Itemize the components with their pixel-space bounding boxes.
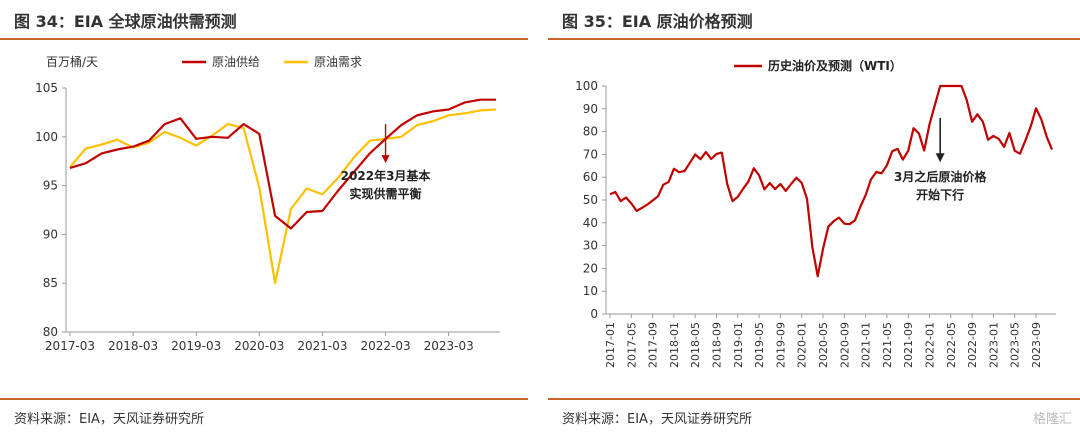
x-tick-label: 2018-05 — [689, 322, 702, 368]
x-tick-label: 2020-09 — [838, 322, 851, 368]
y-tick-label: 80 — [43, 325, 58, 339]
x-tick-label: 2019-01 — [732, 322, 745, 368]
supply-demand-chart: 百万桶/天 原油供给 原油需求 80 85 90 95 100 105 2017-03 2018-0… — [35, 54, 500, 353]
oil-price-chart: 历史油价及预测（WTI） 0 10 20 30 40 50 60 70 80 90 100 2017-0… — [575, 58, 1056, 368]
x-tick-label: 2022-01 — [924, 322, 937, 368]
y-tick-label: 90 — [583, 102, 598, 116]
x-tick-label: 2023-03 — [424, 339, 474, 353]
legend-label: 历史油价及预测（WTI） — [768, 58, 902, 73]
y-tick-label: 40 — [583, 216, 598, 230]
y-tick-label: 10 — [583, 284, 598, 298]
x-tick-label: 2018-01 — [668, 322, 681, 368]
x-tick-label: 2022-09 — [966, 322, 979, 368]
annotation-text: 实现供需平衡 — [350, 186, 422, 201]
annotation-arrow-head — [381, 155, 390, 164]
x-tick-label: 2017-01 — [604, 322, 617, 368]
annotation-text: 开始下行 — [916, 187, 964, 202]
y-tick-label: 30 — [583, 239, 598, 253]
y-tick-label: 100 — [35, 130, 58, 144]
x-tick-label: 2021-01 — [860, 322, 873, 368]
watermark: 格隆汇 — [1032, 412, 1072, 427]
x-tick-label: 2023-05 — [1009, 322, 1022, 368]
x-tick-label: 2018-03 — [108, 339, 158, 353]
y-tick-label: 95 — [43, 179, 58, 193]
y-tick-label: 70 — [583, 147, 598, 161]
chart-panel-left: 图 34：EIA 全球原油供需预测 百万桶/天 原油供给 原油需求 80 85 90 95 1… — [0, 0, 530, 436]
x-tick-label: 2020-03 — [234, 339, 284, 353]
y-tick-label: 0 — [590, 307, 598, 321]
series-line — [69, 98, 496, 230]
x-tick-label: 2018-09 — [711, 322, 724, 368]
x-tick-label: 2022-03 — [360, 339, 410, 353]
source-divider — [548, 398, 1080, 400]
x-tick-label: 2023-09 — [1030, 322, 1043, 368]
legend-label: 原油需求 — [314, 55, 362, 69]
x-tick-label: 2022-05 — [945, 322, 958, 368]
annotation-text: 2022年3月基本 — [341, 168, 431, 183]
series-line — [609, 84, 1054, 278]
x-tick-label: 2017-09 — [647, 322, 660, 368]
legend-label: 原油供给 — [212, 55, 260, 69]
y-tick-label: 100 — [575, 79, 598, 93]
chart-title: 图 34：EIA 全球原油供需预测 — [14, 12, 237, 31]
y-tick-label: 80 — [583, 125, 598, 139]
x-tick-label: 2021-05 — [881, 322, 894, 368]
x-tick-label: 2023-01 — [987, 322, 1000, 368]
x-tick-label: 2021-09 — [902, 322, 915, 368]
x-tick-label: 2019-09 — [774, 322, 787, 368]
source-note: 资料来源：EIA，天风证券研究所 — [14, 412, 204, 427]
y-tick-label: 85 — [43, 276, 58, 290]
x-tick-label: 2017-05 — [625, 322, 638, 368]
y-tick-label: 90 — [43, 227, 58, 241]
y-tick-label: 50 — [583, 193, 598, 207]
y-axis-label: 百万桶/天 — [46, 54, 98, 69]
x-tick-label: 2019-03 — [171, 339, 221, 353]
y-tick-label: 60 — [583, 170, 598, 184]
x-tick-label: 2020-05 — [817, 322, 830, 368]
x-tick-label: 2017-03 — [45, 339, 95, 353]
chart-panel-right: 图 35：EIA 原油价格预测 历史油价及预测（WTI） 0 10 20 30 40 50 6… — [548, 0, 1080, 436]
chart-title: 图 35：EIA 原油价格预测 — [562, 12, 753, 31]
annotation-arrow-head — [935, 153, 945, 163]
title-divider — [0, 38, 528, 40]
y-tick-label: 105 — [35, 81, 58, 95]
title-divider — [548, 38, 1080, 40]
x-tick-label: 2021-03 — [297, 339, 347, 353]
series-line — [69, 108, 497, 285]
source-note: 资料来源：EIA，天风证券研究所 — [562, 412, 752, 427]
x-tick-label: 2020-01 — [796, 322, 809, 368]
x-tick-label: 2019-05 — [753, 322, 766, 368]
y-tick-label: 20 — [583, 261, 598, 275]
annotation-text: 3月之后原油价格 — [894, 169, 987, 184]
source-divider — [0, 398, 528, 400]
